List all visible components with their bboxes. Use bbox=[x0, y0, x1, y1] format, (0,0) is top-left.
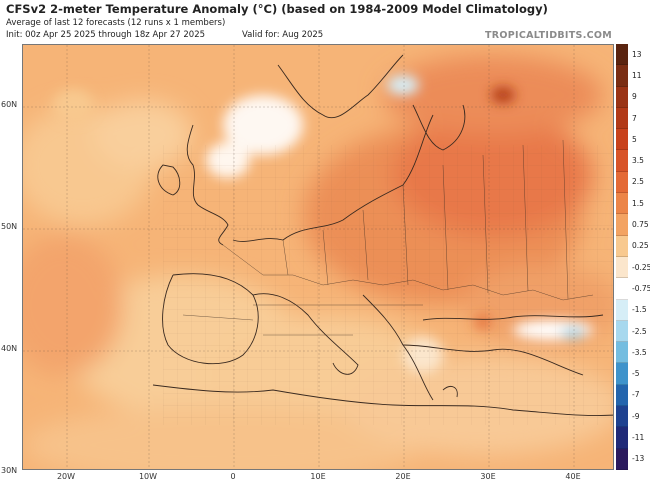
graticule bbox=[23, 45, 613, 469]
colorbar-label: -5 bbox=[632, 369, 640, 379]
lon-label: 30E bbox=[480, 472, 496, 481]
colorbar-swatch bbox=[616, 193, 628, 215]
colorbar-swatch bbox=[616, 384, 628, 407]
colorbar-swatch bbox=[616, 235, 628, 257]
valid-time: Valid for: Aug 2025 bbox=[242, 30, 324, 40]
colorbar-label: -3.5 bbox=[632, 347, 647, 357]
colorbar-swatch bbox=[616, 107, 628, 130]
colorbar-swatch bbox=[616, 320, 628, 343]
header: CFSv2 2-meter Temperature Anomaly (°C) (… bbox=[6, 0, 650, 44]
colorbar-label: 3.5 bbox=[632, 156, 644, 166]
colorbar-swatch bbox=[616, 129, 628, 151]
lat-label: 40N bbox=[1, 344, 18, 353]
colorbar-swatch bbox=[616, 86, 628, 108]
brand-watermark: TROPICALTIDBITS.COM bbox=[485, 30, 612, 41]
colorbar-label: 7 bbox=[632, 113, 637, 123]
lat-label: 30N bbox=[1, 466, 18, 475]
map-title: CFSv2 2-meter Temperature Anomaly (°C) (… bbox=[6, 2, 548, 16]
map-canvas bbox=[23, 45, 613, 469]
colorbar-label: -2.5 bbox=[632, 326, 647, 336]
colorbar-label: -11 bbox=[632, 433, 645, 443]
anomaly-map bbox=[22, 44, 614, 470]
colorbar-label: -13 bbox=[632, 454, 645, 464]
colorbar-swatch bbox=[616, 342, 628, 364]
map-subtitle: Average of last 12 forecasts (12 runs x … bbox=[6, 18, 226, 28]
colorbar-label: 11 bbox=[632, 70, 642, 80]
lon-label: 20W bbox=[56, 472, 76, 481]
colorbar-label: 2.5 bbox=[632, 177, 644, 187]
colorbar-label: -7 bbox=[632, 390, 640, 400]
colorbar-swatch bbox=[616, 363, 628, 385]
colorbar-swatch bbox=[616, 44, 628, 66]
colorbar-swatch bbox=[616, 448, 628, 470]
colorbar-label: -1.5 bbox=[632, 305, 647, 315]
colorbar bbox=[616, 44, 628, 470]
colorbar-swatch bbox=[616, 214, 628, 236]
colorbar-swatch bbox=[616, 65, 628, 87]
colorbar-swatch bbox=[616, 278, 628, 300]
lon-label: 10E bbox=[310, 472, 326, 481]
init-time: Init: 00z Apr 25 2025 through 18z Apr 27… bbox=[6, 30, 206, 40]
colorbar-label: 1.5 bbox=[632, 198, 644, 208]
lon-label: 40E bbox=[565, 472, 581, 481]
lon-label: 20E bbox=[395, 472, 411, 481]
colorbar-swatch bbox=[616, 171, 628, 194]
lat-label: 60N bbox=[1, 100, 18, 109]
colorbar-label: 13 bbox=[632, 49, 642, 59]
colorbar-label: -0.75 bbox=[632, 283, 650, 293]
colorbar-label: 9 bbox=[632, 92, 637, 102]
colorbar-label: 0.25 bbox=[632, 241, 649, 251]
colorbar-label: 5 bbox=[632, 134, 637, 144]
colorbar-label: -9 bbox=[632, 411, 640, 421]
colorbar-swatch bbox=[616, 427, 628, 449]
lon-label: 10W bbox=[138, 472, 158, 481]
colorbar-swatch bbox=[616, 256, 628, 279]
colorbar-swatch bbox=[616, 406, 628, 428]
lon-label: 0 bbox=[230, 472, 236, 481]
colorbar-swatch bbox=[616, 299, 628, 321]
colorbar-label: -0.25 bbox=[632, 262, 650, 272]
colorbar-label: 0.75 bbox=[632, 220, 649, 230]
lat-label: 50N bbox=[1, 222, 18, 231]
colorbar-swatch bbox=[616, 150, 628, 172]
